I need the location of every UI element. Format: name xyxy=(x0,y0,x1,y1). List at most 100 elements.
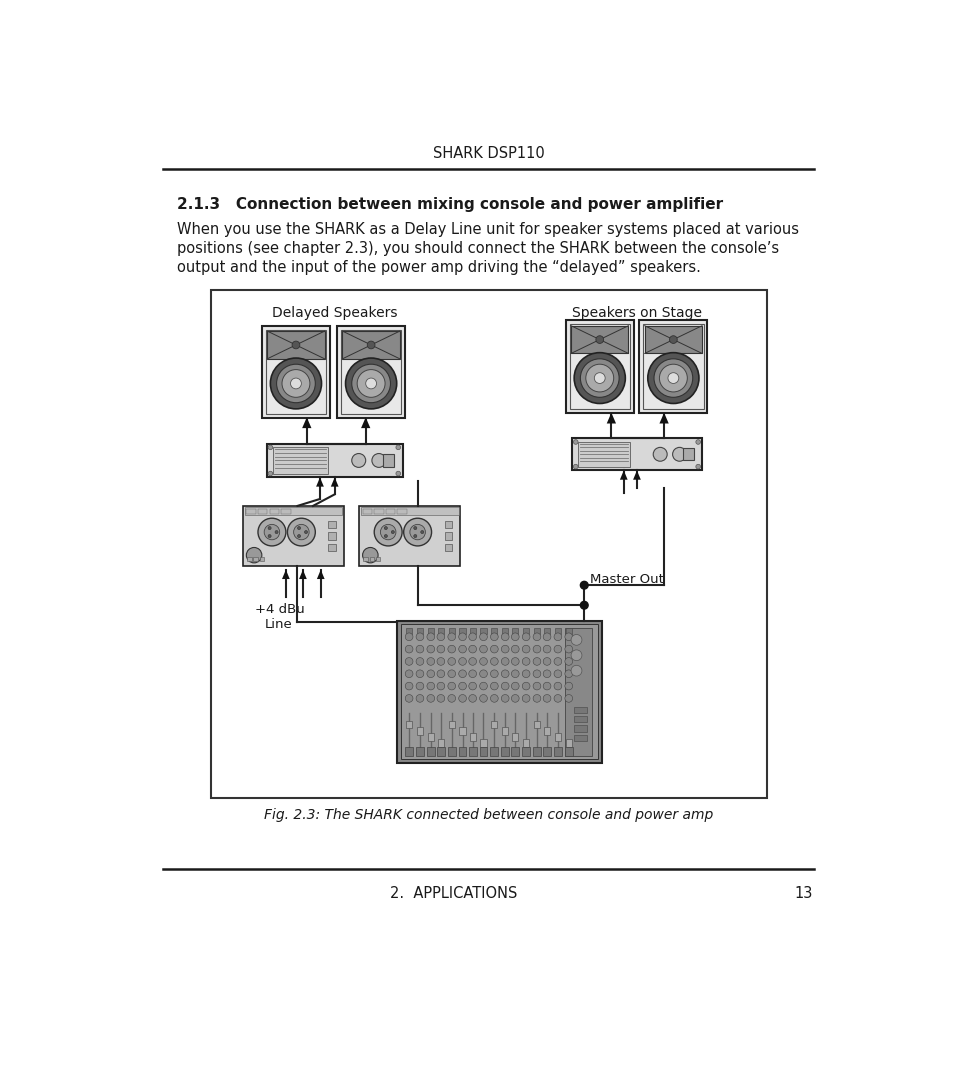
Ellipse shape xyxy=(304,530,307,534)
Ellipse shape xyxy=(585,364,613,392)
Ellipse shape xyxy=(695,440,700,444)
Ellipse shape xyxy=(479,682,487,690)
Bar xyxy=(437,627,443,634)
Ellipse shape xyxy=(264,524,279,540)
Ellipse shape xyxy=(416,658,423,665)
Ellipse shape xyxy=(511,694,518,702)
Bar xyxy=(396,621,601,763)
Ellipse shape xyxy=(427,658,435,665)
Ellipse shape xyxy=(468,682,476,690)
Ellipse shape xyxy=(500,669,509,678)
Ellipse shape xyxy=(427,646,435,653)
Bar xyxy=(500,747,509,756)
Ellipse shape xyxy=(297,526,300,529)
Ellipse shape xyxy=(521,669,530,678)
Ellipse shape xyxy=(542,669,550,678)
Bar xyxy=(458,747,466,756)
Ellipse shape xyxy=(384,535,387,538)
Bar xyxy=(571,326,628,354)
Ellipse shape xyxy=(573,465,578,469)
Ellipse shape xyxy=(268,526,271,529)
Ellipse shape xyxy=(542,694,550,702)
Ellipse shape xyxy=(436,682,444,690)
Bar xyxy=(266,330,326,414)
Bar xyxy=(374,509,383,513)
Ellipse shape xyxy=(554,646,561,653)
Bar xyxy=(511,747,518,756)
Ellipse shape xyxy=(659,364,686,392)
Bar xyxy=(565,740,571,747)
Bar xyxy=(554,747,561,756)
Bar xyxy=(340,330,401,414)
Ellipse shape xyxy=(447,669,456,678)
Ellipse shape xyxy=(257,519,286,545)
Bar xyxy=(479,747,487,756)
Bar xyxy=(533,747,540,756)
Bar xyxy=(328,521,335,528)
Ellipse shape xyxy=(647,353,699,403)
Ellipse shape xyxy=(458,633,466,640)
Text: positions (see chapter 2.3), you should connect the SHARK between the console’s: positions (see chapter 2.3), you should … xyxy=(177,241,779,257)
Ellipse shape xyxy=(458,694,466,702)
Bar xyxy=(362,509,372,513)
Bar xyxy=(534,627,539,634)
Ellipse shape xyxy=(436,633,444,640)
Ellipse shape xyxy=(405,633,413,640)
Ellipse shape xyxy=(274,530,278,534)
Bar xyxy=(360,508,458,515)
Ellipse shape xyxy=(447,646,456,653)
Bar xyxy=(400,624,598,759)
Ellipse shape xyxy=(533,633,540,640)
Ellipse shape xyxy=(416,646,423,653)
Ellipse shape xyxy=(533,669,540,678)
Bar xyxy=(427,747,435,756)
Ellipse shape xyxy=(297,535,300,538)
Ellipse shape xyxy=(542,633,550,640)
Ellipse shape xyxy=(554,682,561,690)
Text: 2.  APPLICATIONS: 2. APPLICATIONS xyxy=(390,886,517,901)
Ellipse shape xyxy=(479,694,487,702)
Bar xyxy=(543,627,550,634)
Ellipse shape xyxy=(564,682,572,690)
Ellipse shape xyxy=(294,524,309,540)
Bar xyxy=(385,509,395,513)
Ellipse shape xyxy=(270,358,321,409)
Bar xyxy=(416,627,422,634)
Bar xyxy=(682,448,693,460)
Ellipse shape xyxy=(554,658,561,665)
Bar xyxy=(512,733,517,741)
Ellipse shape xyxy=(479,633,487,640)
Ellipse shape xyxy=(571,665,581,676)
Ellipse shape xyxy=(352,454,365,468)
Bar xyxy=(259,556,264,562)
Ellipse shape xyxy=(596,335,603,344)
Ellipse shape xyxy=(468,658,476,665)
Bar xyxy=(416,727,422,734)
Ellipse shape xyxy=(395,471,400,475)
Ellipse shape xyxy=(554,694,561,702)
Ellipse shape xyxy=(458,669,466,678)
Ellipse shape xyxy=(416,694,423,702)
Ellipse shape xyxy=(533,682,540,690)
Bar xyxy=(261,326,330,418)
Ellipse shape xyxy=(291,378,301,389)
Bar xyxy=(501,627,508,634)
Bar xyxy=(359,506,459,566)
Ellipse shape xyxy=(436,669,444,678)
Ellipse shape xyxy=(564,658,572,665)
Ellipse shape xyxy=(414,535,416,538)
Ellipse shape xyxy=(479,646,487,653)
Bar xyxy=(447,747,456,756)
Ellipse shape xyxy=(416,669,423,678)
Bar xyxy=(405,747,413,756)
Ellipse shape xyxy=(372,454,385,468)
Ellipse shape xyxy=(395,445,400,450)
Bar xyxy=(328,543,335,551)
Ellipse shape xyxy=(554,633,561,640)
Ellipse shape xyxy=(458,682,466,690)
Ellipse shape xyxy=(521,633,530,640)
Polygon shape xyxy=(298,570,307,579)
Bar xyxy=(267,331,324,359)
Bar xyxy=(444,543,452,551)
Ellipse shape xyxy=(268,535,271,538)
